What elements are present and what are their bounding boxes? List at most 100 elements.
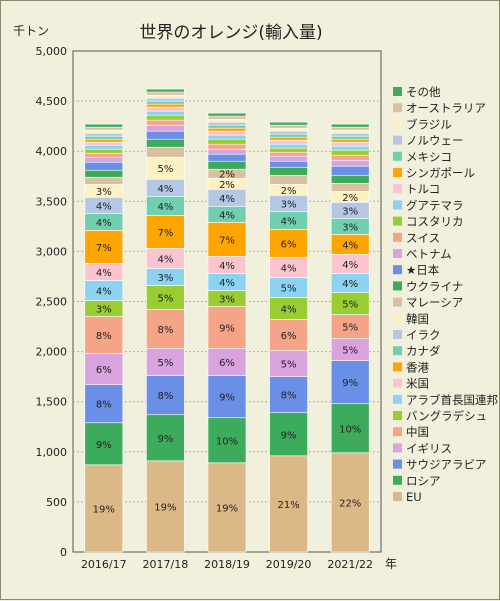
segment-data-label: 4% [281,305,297,316]
segment-data-label: 6% [281,331,297,342]
bar-segment [330,132,370,137]
legend-swatch [393,184,402,194]
legend-swatch [393,427,402,437]
x-tick-label: 2021/22 [327,558,373,571]
segment-data-label: 6% [281,239,297,250]
segment-data-label: 3% [96,187,112,198]
bar-segment [269,143,308,149]
legend-item-label: オーストラリア [406,101,486,115]
bar-segment [269,160,308,168]
legend-swatch [393,378,402,388]
segment-data-label: 5% [157,358,173,369]
bar-segment [207,160,247,170]
y-tick-label: 0 [60,546,67,559]
x-tick-label: 2018/19 [204,558,250,571]
segment-data-label: 8% [96,400,112,411]
legend-swatch [393,394,402,404]
segment-data-label: 9% [281,430,297,441]
segment-data-label: 4% [96,201,112,212]
legend-item-label: ベトナム [406,247,452,261]
bar-segment [207,138,247,145]
segment-data-label: 19% [154,502,176,513]
bar-segment [146,138,185,148]
segment-data-label: 5% [157,293,173,304]
legend-swatch [393,103,402,113]
bar-segment [330,129,370,134]
segment-data-label: 2% [342,193,358,204]
legend-swatch [393,346,402,356]
bar-segment [207,306,247,349]
legend: その他オーストラリアブラジルノルウェーメキシコシンガポールトルコグアテマラコスタ… [393,85,498,504]
legend-item-label: イギリス [406,441,452,455]
bar-segment [84,316,124,354]
legend-swatch [393,492,402,501]
bar-segment [269,121,308,126]
bar-segment [84,152,124,158]
legend-item-label: トルコ [406,182,440,196]
bar-segment [330,126,370,131]
segment-data-label: 4% [96,268,112,279]
legend-swatch [393,135,402,145]
bar-segment [330,174,370,184]
bar-segment [330,403,370,454]
y-tick-label: 4,000 [36,145,68,158]
bar-segment [207,348,247,376]
segment-data-label: 9% [219,393,235,404]
y-tick-label: 5,000 [36,45,68,58]
segment-data-label: 4% [281,263,297,274]
y-tick-label: 2,500 [36,296,68,309]
bar-segment [146,110,185,116]
bar-segment [84,148,124,154]
bar-segment [146,348,185,376]
bars: 19% 9% 8% 6% 8% 3% 4% 4% 7% 4% 4% 3% 19% 9% 8% 5% 8% 5% 3%… [84,88,370,553]
bar-segment [146,88,185,93]
y-tick-label: 2,000 [36,346,68,359]
y-tick-label: 3,000 [36,245,68,258]
bar-segment [330,138,370,143]
bar-segment [330,154,370,161]
bar-segment [84,138,124,143]
segment-data-label: 5% [342,346,358,357]
bar-segment [330,123,370,128]
segment-data-label: 4% [342,279,358,290]
bar-segment [84,464,124,553]
category-labels: 2016/17 2017/18 2018/19 2019/20 2021/22 [81,558,373,571]
bar-segment [330,314,370,339]
x-axis-unit: 年 [385,557,397,571]
bar-segment [269,174,308,185]
bar-segment [330,159,370,167]
segment-data-label: 4% [219,261,235,272]
bar-segment [146,94,185,99]
bar-segment [84,135,124,140]
segment-data-label: 2% [219,180,235,191]
segment-data-label: 4% [157,184,173,195]
legend-swatch [393,281,402,291]
bar-segment [330,360,370,405]
segment-data-label: 4% [281,216,297,227]
bar-segment [146,119,185,126]
bar-segment [269,151,308,157]
segment-data-label: 8% [281,391,297,402]
legend-swatch [393,313,402,323]
legend-item-label: 米国 [406,377,429,391]
segment-data-label: 3% [219,294,235,305]
legend-item-label: バングラデシュ [406,409,487,423]
segment-data-label: 4% [96,218,112,229]
bar-segment [269,139,308,145]
segment-data-label: 4% [157,202,173,213]
bar-segment [84,422,124,466]
legend-swatch [393,443,402,453]
legend-swatch [393,265,402,275]
segment-data-label: 5% [281,360,297,371]
segment-data-label: 4% [157,254,173,265]
legend-swatch [393,232,402,242]
segment-data-label: 8% [96,331,112,342]
bar-segment [146,124,185,132]
legend-swatch [393,297,402,307]
bar-segment [84,384,124,424]
bar-segment [84,144,124,150]
bar-segment [330,141,370,147]
legend-item-label: その他 [406,85,441,99]
segment-data-label: 5% [342,300,358,311]
segment-data-label: 9% [96,440,112,451]
